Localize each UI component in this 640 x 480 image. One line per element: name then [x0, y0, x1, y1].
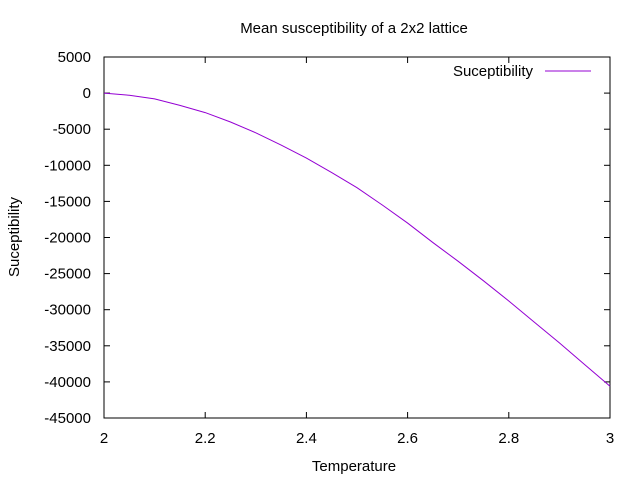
y-tick-label: -20000: [44, 230, 91, 247]
y-axis-label: Suceptibility: [6, 196, 23, 277]
y-tick-label: -15000: [44, 193, 91, 210]
series-layer: [103, 92, 611, 387]
y-tick-label: -35000: [44, 338, 91, 355]
x-tick-label: 2.6: [397, 430, 418, 447]
y-tick-label: -40000: [44, 374, 91, 391]
y-tick-label: -5000: [53, 121, 91, 138]
chart-title: Mean susceptibility of a 2x2 lattice: [240, 20, 468, 37]
y-axis-ticks: 5000 0 -5000 -10000 -15000 -20000 -25000 -30000…: [44, 49, 610, 427]
x-axis-label: Temperature: [312, 458, 396, 475]
y-tick-label: 0: [83, 85, 91, 102]
x-tick-label: 2.2: [195, 430, 216, 447]
series-line-0: [103, 92, 611, 387]
legend-label: Suceptibility: [453, 63, 534, 80]
y-tick-label: -45000: [44, 410, 91, 427]
x-tick-label: 2: [100, 430, 108, 447]
y-tick-label: -30000: [44, 302, 91, 319]
x-tick-label: 2.4: [296, 430, 317, 447]
x-axis-ticks: 2 2.2 2.4 2.6 2.8 3: [100, 57, 614, 447]
x-tick-label: 3: [606, 430, 614, 447]
y-tick-label: -10000: [44, 157, 91, 174]
x-tick-label: 2.8: [498, 430, 519, 447]
y-tick-label: -25000: [44, 266, 91, 283]
legend: Suceptibility: [453, 63, 591, 80]
y-tick-label: 5000: [58, 49, 91, 66]
